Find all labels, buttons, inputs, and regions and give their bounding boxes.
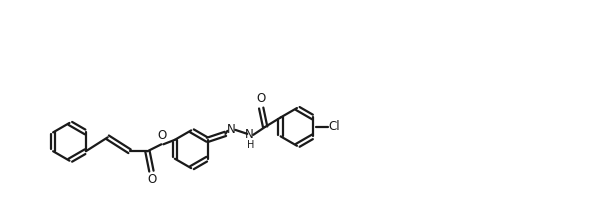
Text: O: O [257,92,266,105]
Text: O: O [157,129,166,142]
Text: N: N [245,128,254,141]
Text: H: H [247,140,254,150]
Text: N: N [227,123,236,136]
Text: O: O [148,173,157,186]
Text: Cl: Cl [329,121,340,134]
